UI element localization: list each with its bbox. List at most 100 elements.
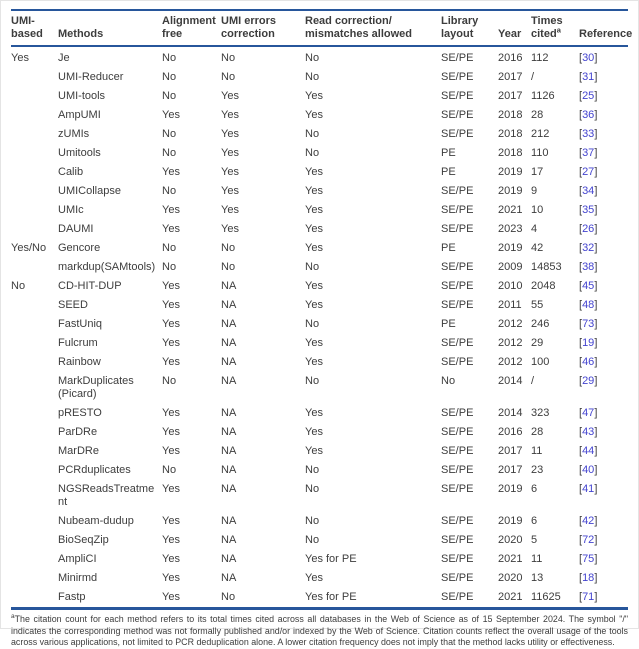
reference-bracket-close: ] — [594, 356, 598, 368]
cell-umi-errors: Yes — [221, 109, 239, 121]
reference-link[interactable]: 19 — [582, 337, 595, 349]
reference-link[interactable]: 43 — [582, 426, 595, 438]
cell-times-cited: 11625 — [531, 591, 561, 603]
reference-link[interactable]: 75 — [582, 553, 595, 565]
reference-bracket-open: [ — [579, 553, 583, 565]
cell-year: 2019 — [498, 242, 523, 254]
cell-times-cited: 28 — [531, 109, 544, 121]
reference-link[interactable]: 45 — [582, 280, 595, 292]
table-row: FastUniq Yes NA No PE 2012 246 [73] — [11, 315, 628, 334]
cell-umi-based-group — [11, 404, 58, 423]
table-row: UMICollapse No Yes Yes SE/PE 2019 9 [34] — [11, 182, 628, 201]
reference-link[interactable]: 47 — [582, 407, 595, 419]
reference-bracket-open: [ — [579, 223, 583, 235]
cell-method: Calib — [58, 166, 84, 178]
cell-reference: [33] — [579, 125, 628, 144]
cell-library-layout: SE/PE — [441, 280, 474, 292]
table-row: Umitools No Yes No PE 2018 110 [37] — [11, 144, 628, 163]
cell-umi-errors: NA — [221, 534, 237, 546]
cell-alignment-free: Yes — [162, 318, 180, 330]
cell-library-layout: SE/PE — [441, 483, 474, 495]
cell-method: MarDRe — [58, 445, 99, 457]
reference-bracket-close: ] — [594, 166, 598, 178]
reference-link[interactable]: 30 — [582, 52, 595, 64]
cell-library-layout: PE — [441, 147, 456, 159]
cell-read-correction: No — [305, 147, 320, 159]
cell-library-layout: SE/PE — [441, 204, 474, 216]
cell-alignment-free: Yes — [162, 483, 180, 495]
cell-method: PCRduplicates — [58, 464, 131, 476]
cell-umi-errors: No — [221, 591, 236, 603]
cell-alignment-free: No — [162, 52, 177, 64]
reference-bracket-close: ] — [594, 591, 598, 603]
reference-link[interactable]: 40 — [582, 464, 595, 476]
cell-library-layout: PE — [441, 242, 456, 254]
reference-link[interactable]: 42 — [582, 515, 595, 527]
cell-year: 2019 — [498, 166, 523, 178]
cell-alignment-free: No — [162, 375, 177, 387]
reference-link[interactable]: 32 — [582, 242, 595, 254]
cell-times-cited: 17 — [531, 166, 544, 178]
cell-umi-based-group — [11, 87, 58, 106]
cell-reference: [75] — [579, 550, 628, 569]
reference-link[interactable]: 35 — [582, 204, 595, 216]
cell-library-layout: SE/PE — [441, 128, 474, 140]
cell-umi-errors: NA — [221, 407, 237, 419]
reference-link[interactable]: 34 — [582, 185, 595, 197]
cell-alignment-free: Yes — [162, 166, 180, 178]
cell-umi-errors: Yes — [221, 204, 239, 216]
cell-library-layout: PE — [441, 166, 456, 178]
cell-times-cited: 112 — [531, 52, 549, 64]
reference-link[interactable]: 18 — [582, 572, 595, 584]
table-row: BioSeqZip Yes NA No SE/PE 2020 5 [72] — [11, 531, 628, 550]
cell-alignment-free: Yes — [162, 407, 180, 419]
cell-reference: [26] — [579, 220, 628, 239]
reference-link[interactable]: 71 — [582, 591, 595, 603]
cell-library-layout: SE/PE — [441, 553, 474, 565]
reference-link[interactable]: 27 — [582, 166, 595, 178]
cell-method: UMIc — [58, 204, 84, 216]
reference-link[interactable]: 41 — [582, 483, 595, 495]
cell-umi-errors: No — [221, 71, 236, 83]
cell-alignment-free: Yes — [162, 337, 180, 349]
cell-library-layout: No — [441, 375, 456, 387]
cell-alignment-free: No — [162, 464, 177, 476]
reference-link[interactable]: 31 — [582, 71, 595, 83]
reference-link[interactable]: 73 — [582, 318, 595, 330]
reference-link[interactable]: 48 — [582, 299, 595, 311]
cell-alignment-free: Yes — [162, 445, 180, 457]
reference-bracket-close: ] — [594, 572, 598, 584]
reference-link[interactable]: 44 — [582, 445, 595, 457]
reference-bracket-close: ] — [594, 204, 598, 216]
cell-read-correction: Yes — [305, 445, 323, 457]
reference-link[interactable]: 25 — [582, 90, 595, 102]
cell-umi-based-group — [11, 296, 58, 315]
reference-link[interactable]: 38 — [582, 261, 595, 273]
cell-library-layout: SE/PE — [441, 109, 474, 121]
cell-year: 2020 — [498, 534, 523, 546]
reference-link[interactable]: 33 — [582, 128, 595, 140]
cell-library-layout: SE/PE — [441, 464, 474, 476]
reference-link[interactable]: 26 — [582, 223, 595, 235]
cell-times-cited: 1126 — [531, 90, 555, 102]
cell-year: 2019 — [498, 515, 523, 527]
cell-times-cited: / — [531, 375, 535, 387]
reference-bracket-close: ] — [594, 426, 598, 438]
cell-read-correction: No — [305, 318, 320, 330]
reference-bracket-close: ] — [594, 553, 598, 565]
reference-link[interactable]: 72 — [582, 534, 595, 546]
cell-library-layout: SE/PE — [441, 223, 474, 235]
cell-alignment-free: No — [162, 147, 177, 159]
cell-read-correction: No — [305, 464, 320, 476]
reference-link[interactable]: 36 — [582, 109, 595, 121]
cell-umi-errors: Yes — [221, 223, 239, 235]
reference-bracket-open: [ — [579, 128, 583, 140]
cell-times-cited: 28 — [531, 426, 544, 438]
reference-link[interactable]: 29 — [582, 375, 595, 387]
cell-times-cited: 9 — [531, 185, 538, 197]
reference-link[interactable]: 46 — [582, 356, 595, 368]
cell-method: Minirmd — [58, 572, 98, 584]
reference-bracket-open: [ — [579, 71, 583, 83]
cell-umi-errors: NA — [221, 280, 237, 292]
reference-link[interactable]: 37 — [582, 147, 595, 159]
